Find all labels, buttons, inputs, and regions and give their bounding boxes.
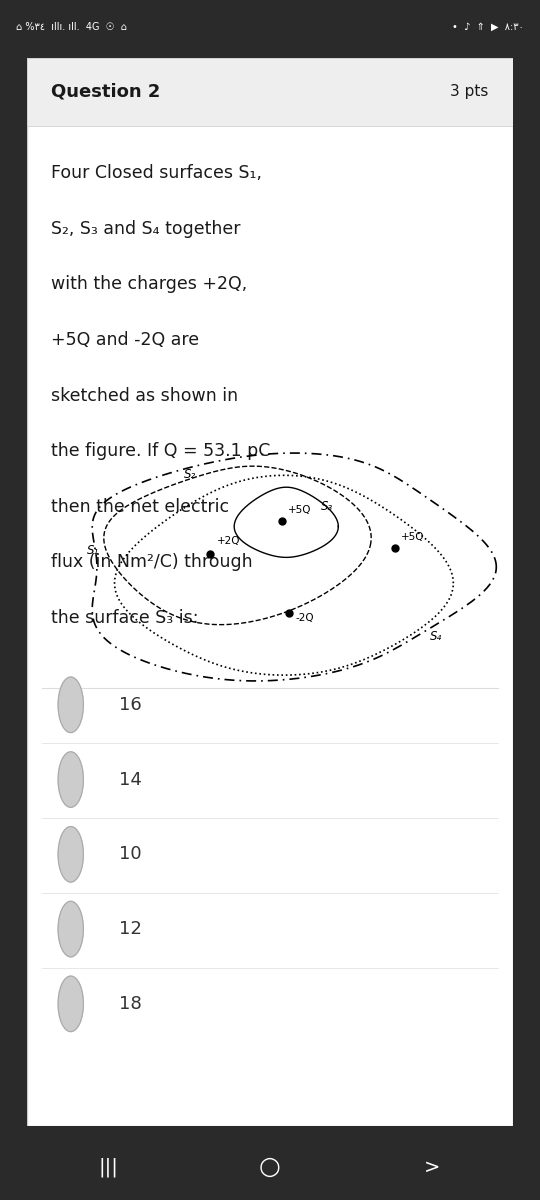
Text: Question 2: Question 2 [51,83,161,101]
Text: 3 pts: 3 pts [450,84,489,100]
Text: +5Q: +5Q [401,532,425,542]
Bar [27,58,513,126]
Text: 14: 14 [119,770,142,788]
Circle shape [58,901,83,956]
Text: S₂, S₃ and S₄ together: S₂, S₃ and S₄ together [51,220,241,238]
Circle shape [58,751,83,808]
Text: 18: 18 [119,995,142,1013]
Text: sketched as shown in: sketched as shown in [51,386,239,404]
Text: •  ♪  ⇑  ▶  ٨:٣٠: • ♪ ⇑ ▶ ٨:٣٠ [452,22,524,32]
Text: >: > [424,1158,440,1176]
Text: 16: 16 [119,696,142,714]
Text: S₁: S₁ [86,544,99,557]
Text: then the net electric: then the net electric [51,498,230,516]
Text: with the charges +2Q,: with the charges +2Q, [51,276,247,294]
Text: |||: ||| [98,1157,118,1177]
Text: +5Q and -2Q are: +5Q and -2Q are [51,331,199,349]
Text: +5Q: +5Q [288,505,311,515]
Circle shape [58,976,83,1032]
Text: -2Q: -2Q [295,613,314,623]
Text: +2Q: +2Q [217,536,240,546]
Text: the figure. If Q = 53.1 pC: the figure. If Q = 53.1 pC [51,442,271,460]
Text: S₂: S₂ [184,468,197,481]
Circle shape [58,827,83,882]
Text: 12: 12 [119,920,142,938]
Text: 10: 10 [119,845,142,863]
Text: the surface S₃ is:: the surface S₃ is: [51,608,199,626]
Text: flux (in Nm²/C) through: flux (in Nm²/C) through [51,553,253,571]
Text: S₃: S₃ [321,500,333,514]
Text: Four Closed surfaces S₁,: Four Closed surfaces S₁, [51,164,262,182]
Text: ○: ○ [259,1154,281,1178]
Text: S₄: S₄ [430,630,442,643]
Circle shape [58,677,83,732]
Text: ⌂ %٣٤  ıllı. ıll.  4G  ☉  ⌂: ⌂ %٣٤ ıllı. ıll. 4G ☉ ⌂ [16,22,127,32]
